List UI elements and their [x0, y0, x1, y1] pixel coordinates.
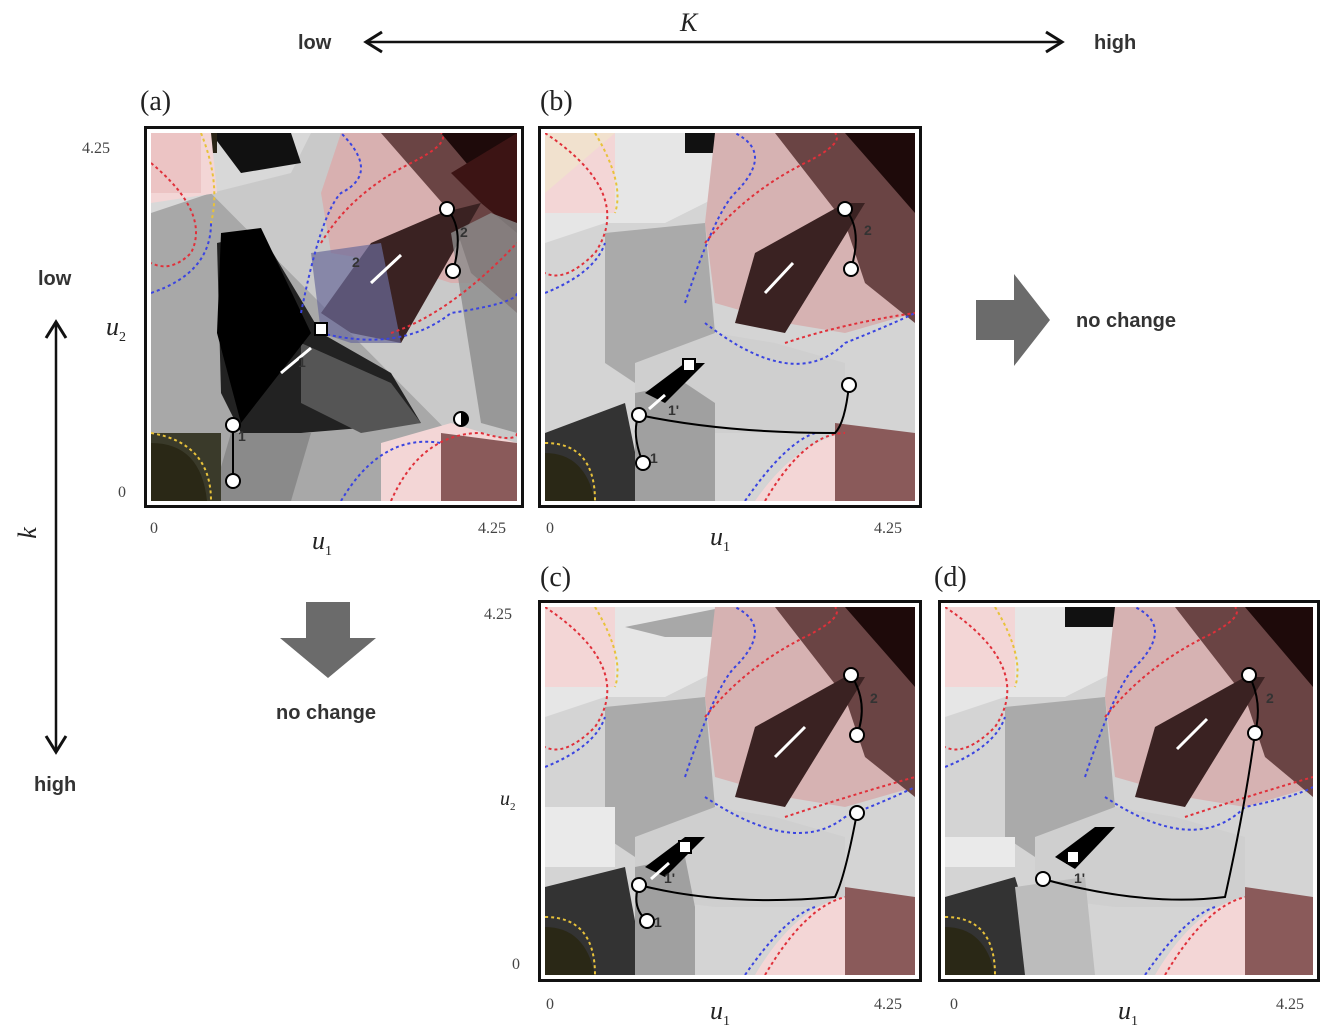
a-path-2-right: 2 — [460, 224, 468, 240]
b-x-axis-label: u1 — [710, 522, 730, 556]
a-x-axis-label: u1 — [312, 526, 332, 560]
panel-d-plot — [938, 600, 1320, 982]
c-x-min-tick: 0 — [546, 996, 554, 1013]
panel-c-label: (c) — [540, 562, 572, 593]
k-axis-low-label: low — [298, 32, 332, 54]
b-x-max-tick: 4.25 — [874, 520, 902, 537]
down-gray-arrow — [280, 602, 376, 678]
b-x-min-tick: 0 — [546, 520, 554, 537]
b-path-1prime: 1' — [668, 402, 680, 418]
right-gray-arrow — [976, 274, 1050, 366]
a-y-axis-label: u2 — [106, 312, 126, 346]
horizontal-double-arrow — [363, 30, 1065, 54]
big-k-symbol: K — [680, 8, 698, 37]
d-x-axis-label: u1 — [1118, 996, 1138, 1030]
vertical-double-arrow — [44, 319, 68, 755]
a-y-min-tick: 0 — [118, 484, 126, 501]
panel-c-plot — [538, 600, 922, 982]
k-side-high-label: high — [34, 774, 77, 796]
c-x-max-tick: 4.25 — [874, 996, 902, 1013]
panel-a-basins — [151, 133, 517, 501]
no-change-down-label: no change — [276, 702, 377, 724]
panel-d-basins — [945, 607, 1313, 975]
a-path-2-center: 2 — [352, 254, 360, 270]
panel-d-label: (d) — [934, 562, 967, 593]
c-x-axis-label: u1 — [710, 996, 730, 1030]
a-x-max-tick: 4.25 — [478, 520, 506, 537]
a-path-1-lower: 1 — [238, 428, 246, 444]
k-side-low-label: low — [38, 268, 72, 290]
d-x-min-tick: 0 — [950, 996, 958, 1013]
small-k-symbol: k — [12, 527, 42, 539]
c-y-max-tick: 4.25 — [484, 606, 512, 623]
panel-b-basins — [545, 133, 915, 501]
a-y-max-tick: 4.25 — [82, 140, 110, 157]
c-y-min-tick: 0 — [512, 956, 520, 973]
d-path-2: 2 — [1266, 690, 1274, 706]
c-path-1: 1 — [654, 914, 662, 930]
no-change-right-label: no change — [1076, 310, 1177, 332]
d-x-max-tick: 4.25 — [1276, 996, 1304, 1013]
k-axis-high-label: high — [1094, 32, 1137, 54]
b-path-2: 2 — [864, 222, 872, 238]
a-x-min-tick: 0 — [150, 520, 158, 537]
a-path-1-upper: 1 — [298, 354, 306, 370]
b-path-1: 1 — [650, 450, 658, 466]
panel-a-label: (a) — [140, 86, 172, 117]
panel-c-basins — [545, 607, 915, 975]
c-path-2: 2 — [870, 690, 878, 706]
panel-b-label: (b) — [540, 86, 573, 117]
panel-b-plot — [538, 126, 922, 508]
c-y-axis-label: u2 — [500, 788, 516, 813]
c-path-1prime: 1' — [664, 870, 676, 886]
d-path-1prime: 1' — [1074, 870, 1086, 886]
panel-a-plot — [144, 126, 524, 508]
